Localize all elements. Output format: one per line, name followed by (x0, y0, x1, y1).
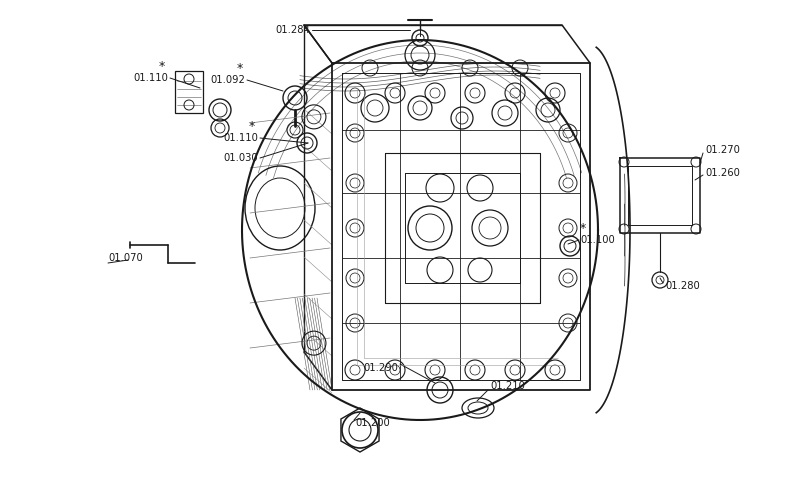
Text: 01.280: 01.280 (665, 281, 700, 291)
Text: 01.290: 01.290 (363, 363, 398, 373)
Text: *: * (237, 61, 243, 75)
Text: *: * (249, 120, 255, 132)
Text: *: * (158, 59, 165, 73)
Text: 01.270: 01.270 (705, 145, 740, 155)
Text: *: * (580, 222, 586, 235)
Bar (175, 71, 203, 113)
Text: 01.210: 01.210 (490, 381, 525, 391)
Text: 01.070: 01.070 (108, 253, 142, 263)
Text: 01.030: 01.030 (223, 153, 258, 163)
Text: 01.100: 01.100 (580, 235, 614, 245)
Text: 01.110: 01.110 (223, 133, 258, 143)
Text: 01.200: 01.200 (355, 418, 390, 428)
Text: 01.284: 01.284 (275, 25, 310, 35)
Text: 01.110: 01.110 (133, 73, 168, 83)
Text: 01.092: 01.092 (210, 75, 245, 85)
Text: 01.260: 01.260 (705, 168, 740, 178)
